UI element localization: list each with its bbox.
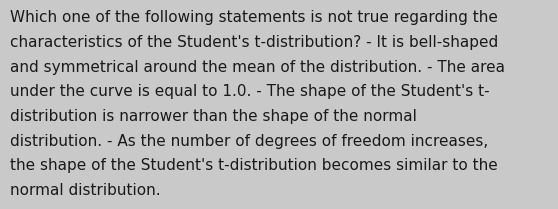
Text: under the curve is equal to 1.0. - The shape of the Student's t-: under the curve is equal to 1.0. - The s… (10, 84, 490, 99)
Text: normal distribution.: normal distribution. (10, 183, 161, 198)
Text: characteristics of the Student's t-distribution? - It is bell-shaped: characteristics of the Student's t-distr… (10, 35, 498, 50)
Text: distribution is narrower than the shape of the normal: distribution is narrower than the shape … (10, 109, 417, 124)
Text: distribution. - As the number of degrees of freedom increases,: distribution. - As the number of degrees… (10, 134, 488, 149)
Text: the shape of the Student's t-distribution becomes similar to the: the shape of the Student's t-distributio… (10, 158, 498, 173)
Text: Which one of the following statements is not true regarding the: Which one of the following statements is… (10, 10, 498, 25)
Text: and symmetrical around the mean of the distribution. - The area: and symmetrical around the mean of the d… (10, 60, 505, 75)
